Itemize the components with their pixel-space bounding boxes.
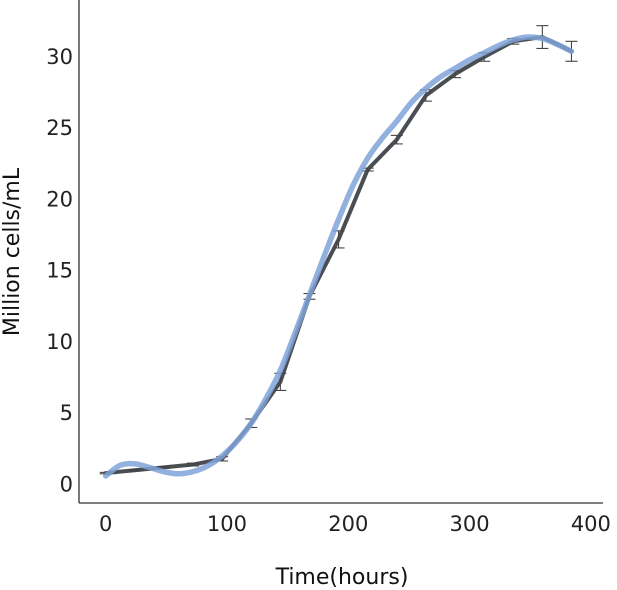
error-bar bbox=[390, 134, 403, 145]
x-tick-label: 200 bbox=[328, 512, 368, 536]
y-tick-label: 5 bbox=[60, 401, 73, 425]
x-tick-label: 100 bbox=[207, 512, 247, 536]
measured-line bbox=[103, 35, 574, 476]
series-layer bbox=[99, 25, 578, 479]
error-bar bbox=[187, 462, 200, 467]
y-tick-label: 15 bbox=[46, 259, 73, 283]
x-axis-title: Time(hours) bbox=[275, 565, 409, 590]
y-tick-label: 30 bbox=[46, 45, 73, 69]
y-axis-title: Million cells/mL bbox=[0, 167, 25, 336]
x-tick-label: 0 bbox=[99, 512, 112, 536]
error-bar bbox=[128, 468, 141, 472]
axes bbox=[78, 0, 603, 504]
y-axis-ticks: 0 5 10 15 20 25 30 bbox=[46, 45, 73, 496]
fitted-curve bbox=[102, 34, 575, 479]
x-axis-ticks: 0 100 200 300 400 bbox=[99, 512, 611, 536]
y-tick-label: 25 bbox=[46, 116, 73, 140]
x-tick-label: 300 bbox=[450, 512, 490, 536]
y-tick-label: 0 bbox=[60, 472, 73, 496]
y-tick-label: 20 bbox=[46, 187, 73, 211]
y-tick-label: 10 bbox=[46, 330, 73, 354]
x-tick-label: 400 bbox=[571, 512, 611, 536]
